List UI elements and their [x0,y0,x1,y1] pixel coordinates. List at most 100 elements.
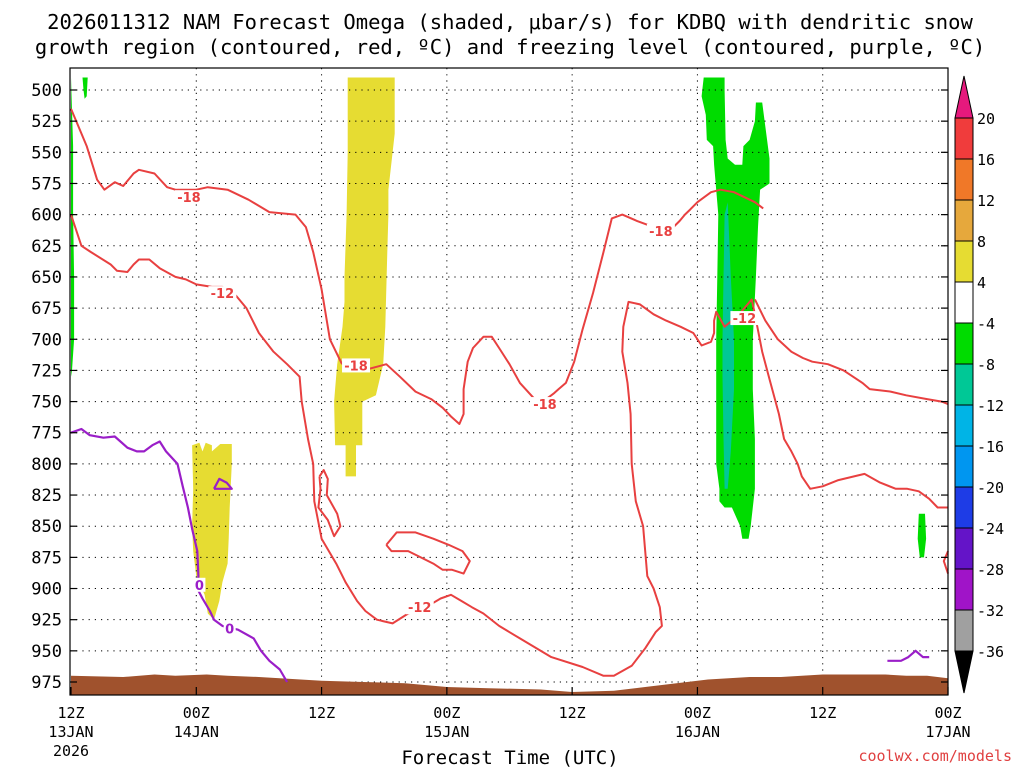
y-tick-label-725: 725 [31,361,62,381]
y-tick-label-925: 925 [31,611,62,631]
gridlines [70,68,948,695]
y-tick-label-975: 975 [31,673,62,693]
x-tick-label-36-0: 00Z [433,704,460,722]
x-tick-label-0-2: 2026 [53,742,89,760]
x-tick-label-48-0: 12Z [559,704,586,722]
omega-green-16jan-main [701,77,770,539]
x-tick-label-84-0: 00Z [934,704,961,722]
x-axis-label: Forecast Time (UTC) [401,747,618,768]
dsgr-label-5-bg [730,311,759,326]
colorbar-label-5: -4 [977,315,995,333]
colorbar-bin-4 [954,281,974,324]
freezing-label-0-bg [193,577,206,592]
colorbar-label-6: -8 [977,356,995,374]
colorbar-top-arrow [954,75,974,119]
dsgr-loop-b [385,531,471,575]
chart-title-line1: 2026011312 NAM Forecast Omega (shaded, μ… [47,10,973,34]
terrain-layer [71,674,948,695]
dsgr-label-4: -18 [649,225,673,240]
colorbar-bin-12 [954,609,974,652]
colorbar-bin-10 [954,527,974,570]
colorbar-label-9: -20 [977,479,1004,497]
colorbar-label-2: 12 [977,192,995,210]
terrain-fill [71,674,948,695]
x-tick-label-72-0: 12Z [809,704,836,722]
y-tick-label-500: 500 [31,81,62,101]
x-tick-label-12-1: 14JAN [174,723,219,741]
colorbar-bin-0 [954,117,974,160]
y-tick-label-625: 625 [31,237,62,257]
x-tick-label-24-0: 12Z [308,704,335,722]
y-tick-label-650: 650 [31,268,62,288]
dsgr-label-3-bg [530,397,559,412]
x-tick-label-0-1: 13JAN [48,723,93,741]
omega-green-left-top [82,77,88,99]
y-tick-label-750: 750 [31,393,62,413]
dsgr-label-4-bg [646,223,675,238]
x-tick-label-36-1: 15JAN [424,723,469,741]
omega-green-left-edge [71,77,75,377]
dsgr-label-6: -12 [408,601,432,616]
y-tick-label-600: 600 [31,206,62,226]
colorbar-bin-11 [954,568,974,611]
plot-frame [69,67,949,696]
colorbar-label-3: 8 [977,233,986,251]
y-tick-label-950: 950 [31,642,62,662]
colorbar-bottom-arrow [954,650,974,694]
freezing-label-0: 0 [195,579,204,594]
x-tick-label-12-0: 00Z [183,704,210,722]
dsgr-lower [70,214,948,677]
omega-teal-core [722,202,734,489]
omega-yellow-column [334,77,395,477]
y-tick-label-675: 675 [31,299,62,319]
credit-text: coolwx.com/models [858,747,1012,765]
colorbar-bin-3 [954,240,974,283]
dsgr-upper [70,108,764,425]
colorbar-label-12: -32 [977,602,1004,620]
colorbar-label-10: -24 [977,520,1004,538]
colorbar-label-4: 4 [977,274,986,292]
dsgr-loop-a [317,469,342,538]
y-tick-label-825: 825 [31,486,62,506]
dsgr-label-0: -18 [177,191,201,206]
y-tick-label-575: 575 [31,174,62,194]
y-tick-label-875: 875 [31,548,62,568]
y-tick-label-800: 800 [31,455,62,475]
omega-shading-layer [71,77,927,620]
y-tick-label-700: 700 [31,330,62,350]
y-tick-label-775: 775 [31,424,62,444]
colorbar-bin-6 [954,363,974,406]
y-tick-label-525: 525 [31,112,62,132]
colorbar-label-1: 16 [977,151,995,169]
colorbar-bin-8 [954,445,974,488]
colorbar-bin-7 [954,404,974,447]
y-tick-label-900: 900 [31,580,62,600]
colorbar-bin-2 [954,199,974,242]
x-tick-label-84-1: 17JAN [925,723,970,741]
colorbar: 20 16 12 8 4 -4 -8 -12 -16 -20 -24 -28 -32 -36 [954,75,1004,694]
colorbar-label-7: -12 [977,397,1004,415]
x-tick-label-0-0: 12Z [57,704,84,722]
y-axis: 500 525 550 575 600 625 650 675 700 725 750 775 800 8… [31,81,948,693]
colorbar-bin-9 [954,486,974,529]
y-tick-label-850: 850 [31,517,62,537]
dsgr-right-upper [754,298,949,406]
chart-title-line2: growth region (contoured, red, ºC) and f… [35,35,985,59]
dsgr-label-3: -18 [533,398,557,413]
dsgr-right-edge [942,550,949,574]
dsgr-label-0-bg [174,190,203,205]
x-tick-label-60-1: 16JAN [675,723,720,741]
dsgr-label-2-bg [342,358,371,373]
dsgr-label-2: -18 [344,359,368,374]
dsgr-label-6-bg [405,600,434,615]
freezing-right [887,649,930,662]
freezing-main [70,427,289,683]
freezing-label-1: 0 [225,622,234,637]
colorbar-label-0: 20 [977,110,995,128]
colorbar-label-11: -28 [977,561,1004,579]
omega-yellow-small [192,442,232,620]
colorbar-bin-1 [954,158,974,201]
dsgr-label-1-bg [208,286,237,301]
